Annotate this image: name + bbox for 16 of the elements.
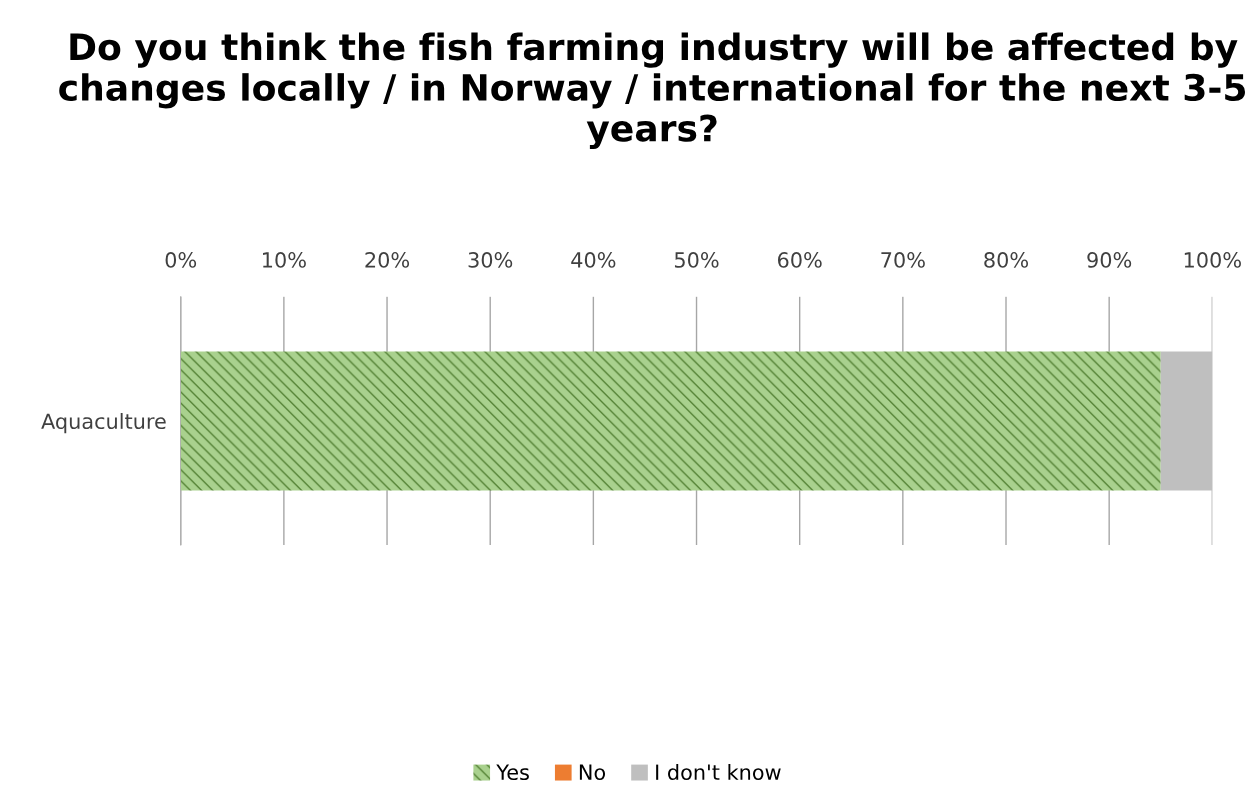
x-tick-label: 90% [1087,252,1132,268]
x-tick-label: 30% [468,252,513,268]
x-tick-label: 50% [674,252,719,268]
x-tick-label: 10% [263,252,306,268]
x-tick-label: 20% [365,252,410,268]
legend-label: No [579,764,606,781]
y-tick-label: Aquaculture [41,412,166,434]
x-tick-label: 100% [1184,252,1241,268]
legend-label: I don't know [656,763,781,781]
chart-title: Do you think the fish farming industry will be affected by changes locally / in Norway / international for the next 3-5 years? [59,32,1245,150]
x-tick-label: 60% [777,252,822,268]
legend-label: Yes [496,764,529,781]
x-tick-label: 80% [984,252,1029,268]
x-tick-label: 40% [571,252,616,268]
x-tick-label: 70% [881,252,925,268]
x-tick-label: 0% [165,252,197,268]
